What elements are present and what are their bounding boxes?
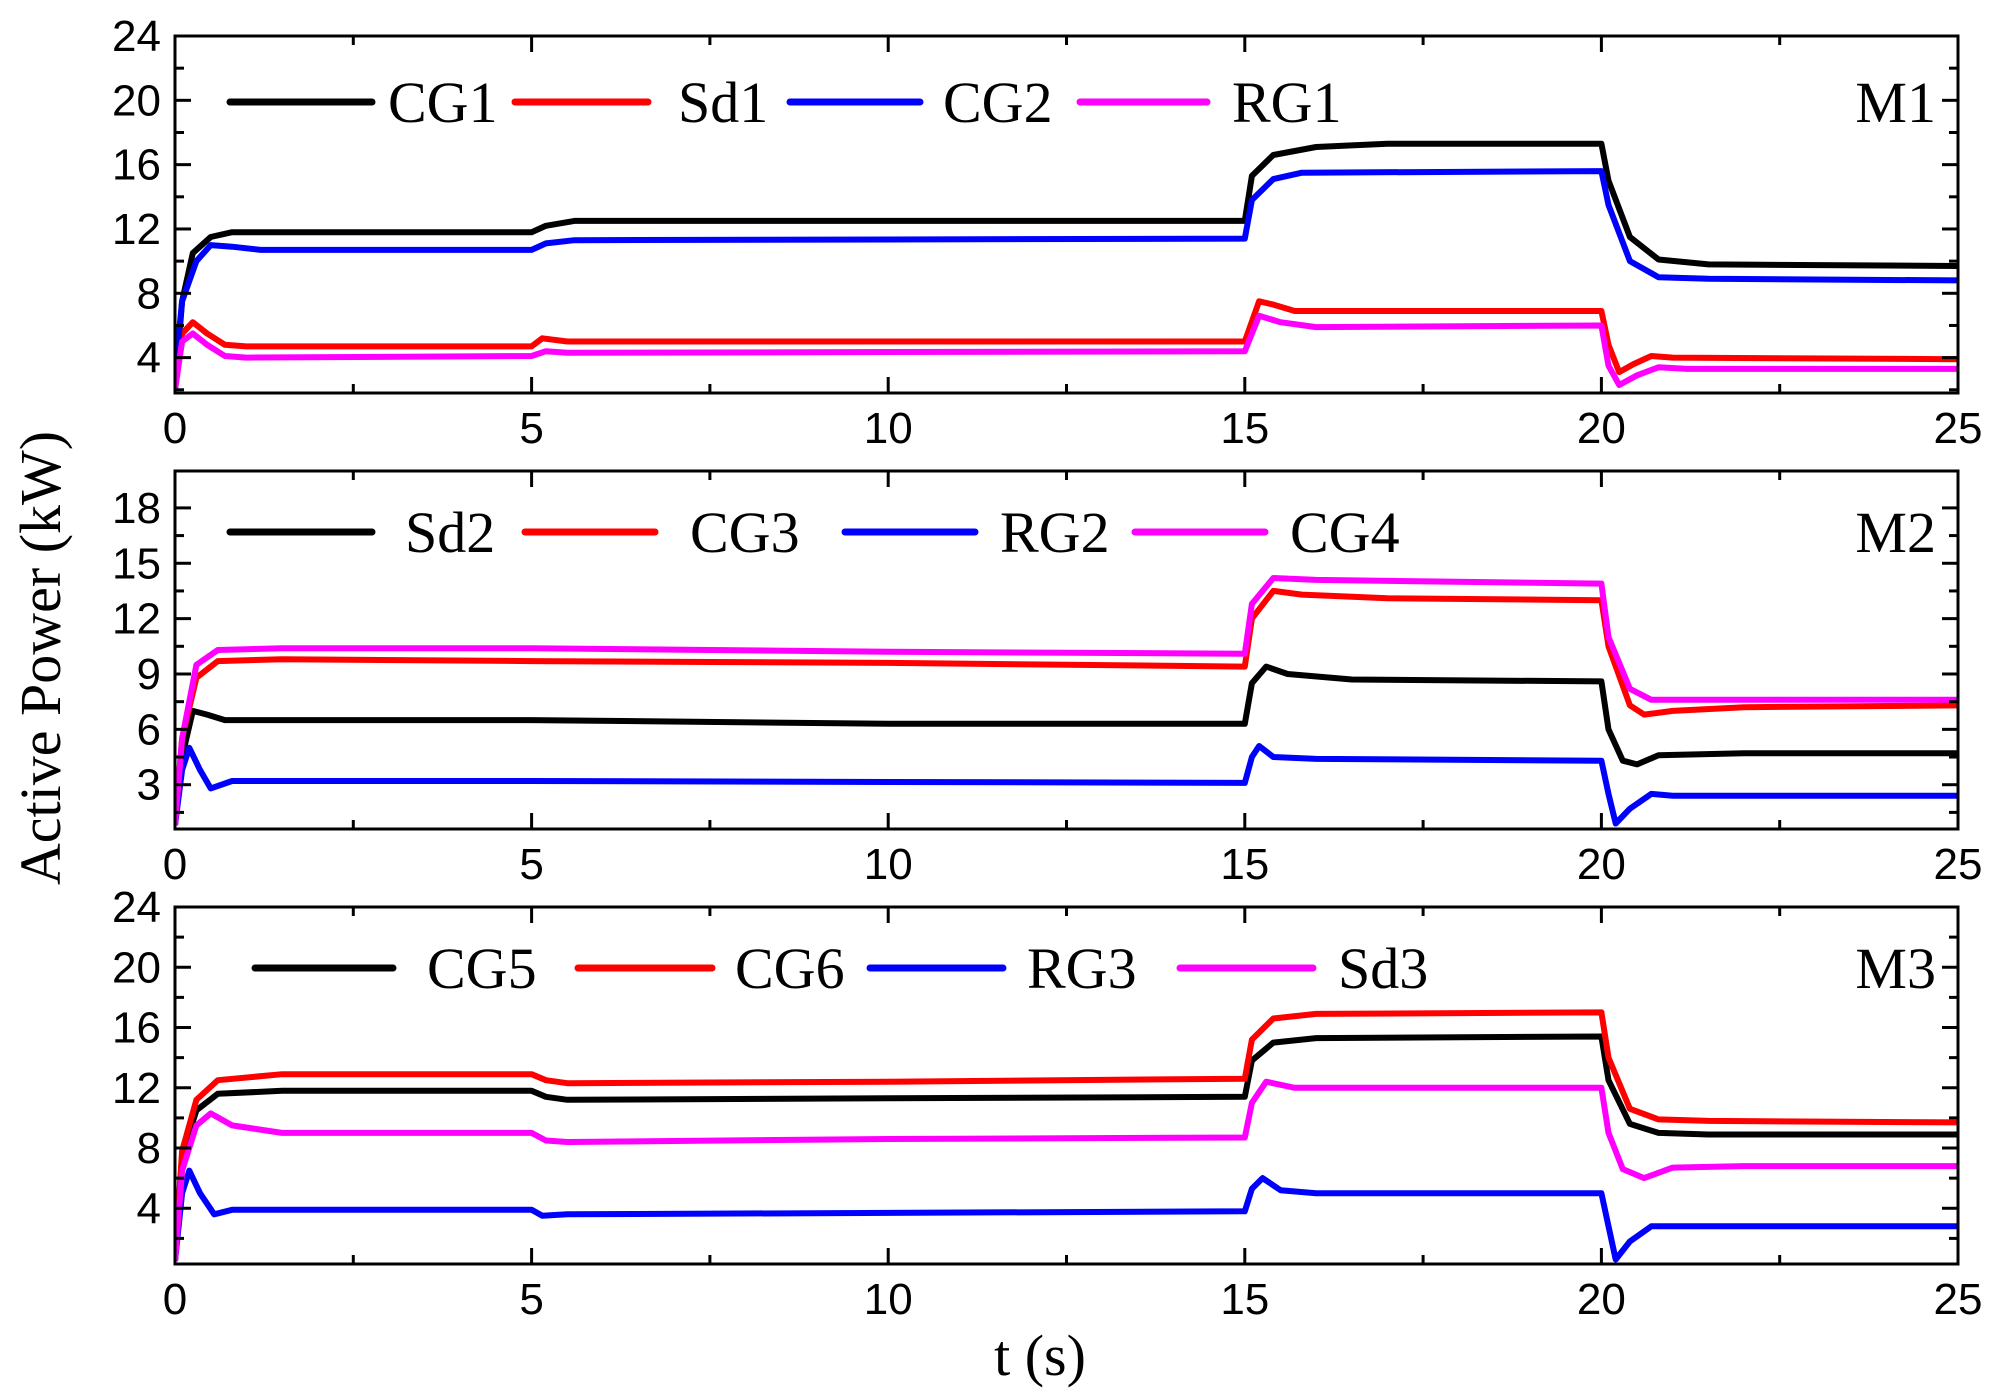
x-tick-label: 5 bbox=[519, 404, 543, 453]
legend-label-sd1: Sd1 bbox=[678, 70, 768, 135]
y-tick-label: 9 bbox=[137, 650, 161, 699]
series-line-cg2 bbox=[175, 168, 1958, 374]
legend: Sd2 CG3 RG2 CG4 bbox=[226, 500, 1400, 565]
x-tick-label: 20 bbox=[1577, 840, 1626, 889]
y-tick-label: 18 bbox=[112, 484, 161, 533]
legend-label-rg2: RG2 bbox=[1000, 500, 1110, 565]
x-tick-label: 0 bbox=[163, 840, 187, 889]
legend: CG5 CG6 RG3 Sd3 bbox=[251, 936, 1428, 1001]
y-tick-label: 3 bbox=[137, 761, 161, 810]
y-tick-label: 16 bbox=[112, 1004, 161, 1053]
series-line-sd1 bbox=[175, 298, 1958, 391]
x-tick-label: 0 bbox=[163, 404, 187, 453]
legend-label-cg2: CG2 bbox=[943, 70, 1053, 135]
y-axis-title: Active Power (kW) bbox=[8, 431, 73, 885]
x-tick-label: 25 bbox=[1934, 404, 1983, 453]
y-tick-label: 4 bbox=[137, 1184, 161, 1233]
x-tick-label: 25 bbox=[1934, 1275, 1983, 1324]
x-axis-title: t (s) bbox=[994, 1323, 1086, 1388]
legend-label-cg5: CG5 bbox=[427, 936, 537, 1001]
x-tick-label: 25 bbox=[1934, 840, 1983, 889]
series-line-rg3 bbox=[175, 1167, 1958, 1263]
legend-label-sd2: Sd2 bbox=[405, 500, 495, 565]
y-tick-label: 12 bbox=[112, 595, 161, 644]
x-tick-label: 0 bbox=[163, 1275, 187, 1324]
legend: CG1 Sd1 CG2 RG1 bbox=[226, 70, 1342, 135]
y-tick-label: 16 bbox=[112, 141, 161, 190]
y-tick-label: 4 bbox=[137, 334, 161, 383]
series-line-cg5 bbox=[175, 1033, 1958, 1262]
x-tick-label: 20 bbox=[1577, 404, 1626, 453]
legend-label-cg4: CG4 bbox=[1290, 500, 1400, 565]
panel-label: M3 bbox=[1855, 936, 1936, 1001]
x-tick-label: 15 bbox=[1220, 840, 1269, 889]
series-line-cg6 bbox=[175, 1009, 1958, 1262]
series-line-rg1 bbox=[175, 312, 1958, 391]
y-tick-label: 20 bbox=[112, 943, 161, 992]
y-tick-label: 8 bbox=[137, 1124, 161, 1173]
panel-label: M1 bbox=[1855, 70, 1936, 135]
y-tick-label: 24 bbox=[112, 883, 161, 932]
panel-m3: 0 5 10 15 20 25 4 8 12 16 20 24 CG5 CG6 RG3 Sd3 M3 bbox=[112, 883, 1982, 1324]
legend-label-rg3: RG3 bbox=[1027, 936, 1137, 1001]
panel-m2: 0 5 10 15 20 25 3 6 9 12 15 18 Sd2 CG3 RG2 CG4 M2 bbox=[112, 469, 1983, 889]
series-line-sd3 bbox=[175, 1078, 1958, 1262]
series-line-sd2 bbox=[175, 663, 1958, 826]
series-line-cg1 bbox=[175, 140, 1958, 391]
series-line-cg4 bbox=[175, 575, 1958, 826]
x-tick-label: 5 bbox=[519, 840, 543, 889]
x-tick-label: 10 bbox=[864, 404, 913, 453]
panel-label: M2 bbox=[1855, 500, 1936, 565]
y-tick-label: 12 bbox=[112, 205, 161, 254]
y-tick-label: 6 bbox=[137, 705, 161, 754]
y-tick-label: 8 bbox=[137, 269, 161, 318]
legend-label-sd3: Sd3 bbox=[1338, 936, 1428, 1001]
panel-m1: 0 5 10 15 20 25 4 8 12 16 20 24 CG1 Sd1 CG2 RG1 M1 bbox=[112, 12, 1982, 453]
legend-label-cg6: CG6 bbox=[735, 936, 845, 1001]
x-tick-label: 15 bbox=[1220, 1275, 1269, 1324]
series-line-cg3 bbox=[175, 587, 1958, 826]
y-tick-label: 12 bbox=[112, 1064, 161, 1113]
x-tick-label: 5 bbox=[519, 1275, 543, 1324]
legend-label-rg1: RG1 bbox=[1232, 70, 1342, 135]
x-tick-label: 15 bbox=[1220, 404, 1269, 453]
y-tick-label: 15 bbox=[112, 539, 161, 588]
series-line-rg2 bbox=[175, 743, 1958, 827]
legend-label-cg1: CG1 bbox=[388, 70, 498, 135]
y-tick-label: 24 bbox=[112, 12, 161, 61]
x-tick-label: 10 bbox=[864, 840, 913, 889]
legend-label-cg3: CG3 bbox=[690, 500, 800, 565]
y-tick-label: 20 bbox=[112, 76, 161, 125]
x-tick-label: 20 bbox=[1577, 1275, 1626, 1324]
x-tick-label: 10 bbox=[864, 1275, 913, 1324]
